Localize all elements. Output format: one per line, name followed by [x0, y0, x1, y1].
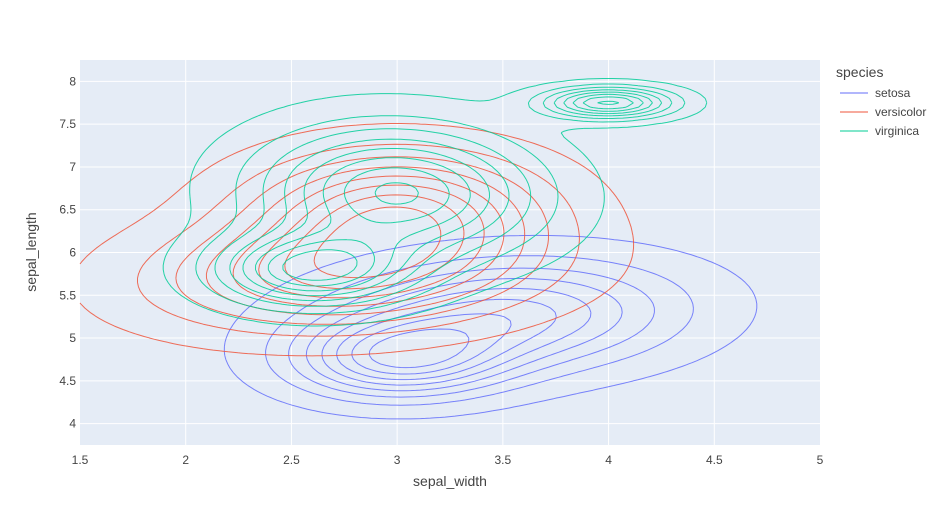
contour-line — [368, 328, 470, 369]
legend-item-virginica[interactable]: virginica — [840, 124, 919, 138]
contour-line — [137, 143, 580, 337]
contour-line — [223, 234, 758, 420]
contour-line — [282, 100, 620, 281]
y-tick-labels: 4 4.5 5 5.5 6 6.5 7 7.5 8 — [59, 74, 76, 430]
legend-item-setosa[interactable]: setosa — [840, 86, 911, 100]
y-tick-label: 7.5 — [59, 117, 76, 131]
y-tick-label: 6 — [69, 246, 76, 260]
x-tick-label: 1.5 — [72, 453, 89, 467]
contour-line — [267, 96, 634, 287]
y-tick-label: 4.5 — [59, 374, 76, 388]
contour-line — [321, 287, 592, 386]
x-tick-label: 4.5 — [706, 453, 723, 467]
contour-line — [162, 78, 708, 327]
contour-series-setosa — [223, 234, 758, 420]
contour-line — [265, 255, 694, 406]
contour-line — [214, 86, 673, 307]
contour-line — [351, 313, 512, 375]
grid — [80, 60, 820, 445]
legend: species setosa versicolor virginica — [836, 64, 926, 138]
y-tick-label: 8 — [69, 74, 76, 88]
y-tick-label: 6.5 — [59, 203, 76, 217]
x-tick-label: 2.5 — [283, 453, 300, 467]
x-tick-label: 5 — [817, 453, 824, 467]
y-tick-label: 5 — [69, 331, 76, 345]
legend-label: setosa — [875, 86, 911, 100]
y-tick-label: 4 — [69, 417, 76, 431]
legend-label: versicolor — [875, 105, 926, 119]
contour-layer — [79, 78, 758, 420]
legend-label: virginica — [875, 124, 919, 138]
legend-title: species — [836, 64, 883, 80]
x-axis-title: sepal_width — [413, 473, 487, 489]
contour-series-versicolor — [79, 123, 635, 357]
x-tick-label: 3 — [394, 453, 401, 467]
y-axis-title: sepal_length — [23, 212, 39, 291]
x-tick-label: 3.5 — [495, 453, 512, 467]
contour-line — [242, 91, 653, 297]
contour-line — [255, 93, 644, 292]
y-tick-label: 7 — [69, 160, 76, 174]
contour-line — [79, 123, 635, 357]
x-tick-label: 2 — [182, 453, 189, 467]
contour-series-virginica — [162, 78, 708, 327]
contour-line — [195, 83, 686, 315]
legend-item-versicolor[interactable]: versicolor — [840, 105, 926, 119]
contour-line — [284, 194, 465, 290]
contour-line — [175, 156, 549, 325]
y-tick-label: 5.5 — [59, 288, 76, 302]
x-tick-label: 4 — [605, 453, 612, 467]
contour-line — [232, 175, 505, 307]
contour-line — [229, 89, 663, 302]
x-tick-labels: 1.5 2 2.5 3 3.5 4 4.5 5 — [72, 453, 824, 467]
